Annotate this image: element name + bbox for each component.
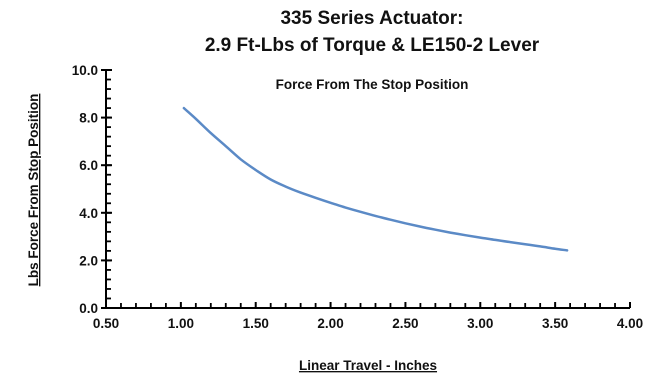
y-tick-label: 4.0 bbox=[79, 206, 98, 221]
y-tick-label: 8.0 bbox=[79, 111, 98, 126]
chart-annotation: Force From The Stop Position bbox=[276, 77, 469, 92]
x-tick-label: 4.00 bbox=[617, 316, 643, 331]
chart-title-line-2: 2.9 Ft-Lbs of Torque & LE150-2 Lever bbox=[205, 35, 540, 56]
x-axis-label: Linear Travel - Inches bbox=[299, 358, 437, 373]
x-tick-label: 1.00 bbox=[168, 316, 194, 331]
axes bbox=[105, 70, 630, 309]
x-tick-label: 2.00 bbox=[317, 316, 343, 331]
x-tick-label: 2.50 bbox=[392, 316, 418, 331]
x-tick-label: 3.00 bbox=[467, 316, 493, 331]
chart-title-line-1: 335 Series Actuator: bbox=[280, 8, 463, 29]
y-tick-label: 0.0 bbox=[79, 301, 98, 316]
y-tick-label: 10.0 bbox=[72, 63, 98, 78]
x-tick-label: 3.50 bbox=[542, 316, 568, 331]
y-tick-label: 2.0 bbox=[79, 253, 98, 268]
y-axis-label: Lbs Force From Stop Position bbox=[26, 94, 41, 287]
x-tick-label: 0.50 bbox=[93, 316, 119, 331]
x-tick-label: 1.50 bbox=[243, 316, 269, 331]
ticks bbox=[101, 69, 631, 309]
tick-labels: 0.50 1.00 1.50 2.00 2.50 3.00 3.50 4.00 0.0 2.0 4.… bbox=[72, 63, 643, 331]
series-line bbox=[182, 106, 569, 252]
y-tick-label: 6.0 bbox=[79, 158, 98, 173]
